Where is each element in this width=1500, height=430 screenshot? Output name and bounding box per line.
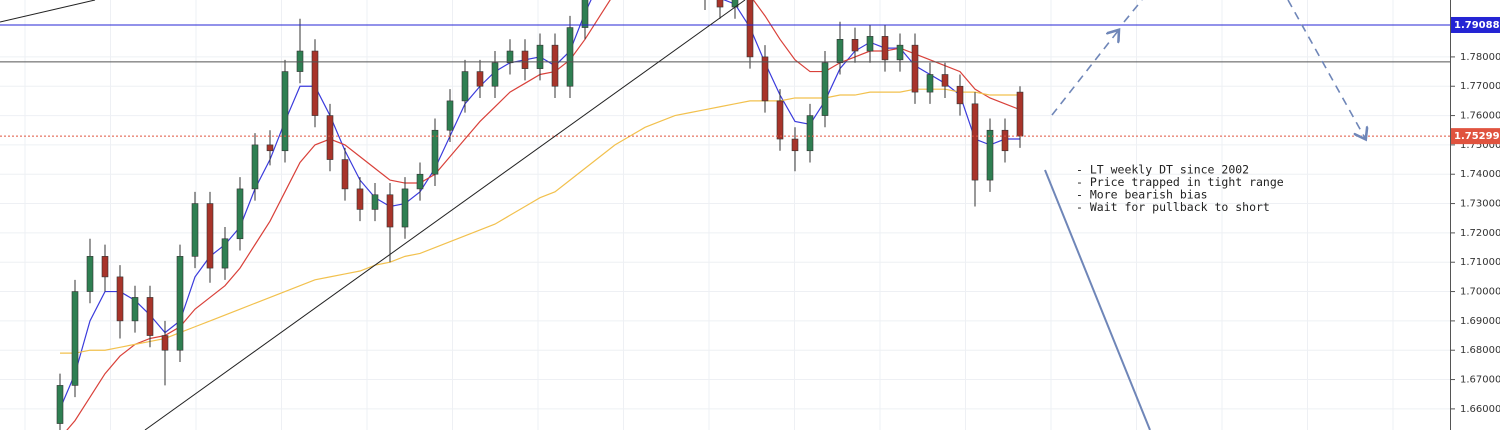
price-axis [1450,0,1500,430]
candle-body [1016,91,1024,137]
plot-area [0,0,1450,430]
y-tick-label: 1.72000 [1460,228,1500,239]
y-tick-label: 1.69000 [1460,316,1500,327]
candle-body [866,36,874,52]
candle-body [491,62,499,87]
candle-body [386,194,394,228]
y-tick-label: 1.67000 [1460,375,1500,386]
projection-line [1044,169,1151,430]
candle-body [356,188,364,210]
candle-body [851,39,859,52]
y-tick-label: 1.70000 [1460,287,1500,298]
candle-body [71,291,79,386]
candle-body [776,100,784,140]
price-label-box [1451,16,1500,33]
candle-body [446,100,454,131]
annotation: - LT weekly DT since 2002- Price trapped… [1076,163,1284,215]
candle-body [431,129,439,175]
candle-body [956,85,964,105]
y-tick-label: 1.66000 [1460,404,1500,415]
candle-body [296,50,304,72]
candle-body [911,44,919,93]
trend-line [0,0,96,23]
candle-body [401,188,409,228]
annotation-line: - LT weekly DT since 2002 [1076,163,1249,177]
annotation-line: - Wait for pullback to short [1076,200,1270,214]
candle-body [536,44,544,69]
candle-body [56,385,64,424]
candle-body [581,0,589,28]
candle-body [101,256,109,278]
candle-body [236,188,244,240]
price-axis-labels: 1.66000 1.67000 1.68000 1.69000 1.70000 1.710… [1450,16,1500,415]
candle-body [476,71,484,87]
grid [0,0,1450,430]
y-tick-label: 1.71000 [1460,257,1500,268]
candle-body [146,297,154,336]
candle-body [266,144,274,152]
candle-body [341,159,349,190]
y-tick-label: 1.73000 [1460,199,1500,210]
drawings [0,0,1365,430]
candle-body [251,144,259,190]
annotation-line: - Price trapped in tight range [1076,175,1284,189]
price-label: 1.75299 [1454,131,1500,142]
candle-body [566,27,574,87]
projection-arrow [1287,0,1365,138]
candle-body [971,103,979,181]
candle-body [551,44,559,87]
candle-body [821,62,829,116]
candle-body [176,256,184,351]
y-tick-label: 1.74000 [1460,169,1500,180]
candle-body [416,173,424,190]
moving-average [60,88,1020,354]
y-tick-label: 1.76000 [1460,111,1500,122]
candle-body [806,115,814,152]
candle-body [1001,129,1009,152]
y-tick-label: 1.68000 [1460,345,1500,356]
candle-body [506,50,514,64]
candle-body [131,297,139,322]
candle-body [461,71,469,102]
candle-body [161,335,169,351]
candle-body [926,74,934,93]
candle-body [986,129,994,181]
trend-line [144,0,746,430]
candle-body [206,203,214,269]
y-tick-label: 1.78000 [1460,52,1500,63]
projection-arrow [1051,31,1118,116]
candle-body [86,256,94,292]
candle-body [746,0,754,58]
candle-body [191,203,199,257]
y-tick-label: 1.77000 [1460,81,1500,92]
projection-arrow [1123,0,1143,23]
price-label-box [1451,128,1500,145]
price-label: 1.79088 [1454,20,1500,31]
candle-body [281,71,289,152]
annotation-line: - More bearish bias [1076,188,1208,202]
candle-body [791,138,799,152]
candle-body [836,39,844,64]
candle-body [896,44,904,61]
candle-body [716,0,724,8]
candle-body [941,74,949,87]
candle-body [371,194,379,210]
candle-body [311,50,319,116]
candle-body [116,276,124,322]
candle-body [221,238,229,269]
candle-body [326,115,334,160]
candle-body [521,50,529,69]
y-tick-label: 1.75000 [1460,140,1500,151]
candle-body [761,56,769,102]
candle-body [881,36,889,61]
